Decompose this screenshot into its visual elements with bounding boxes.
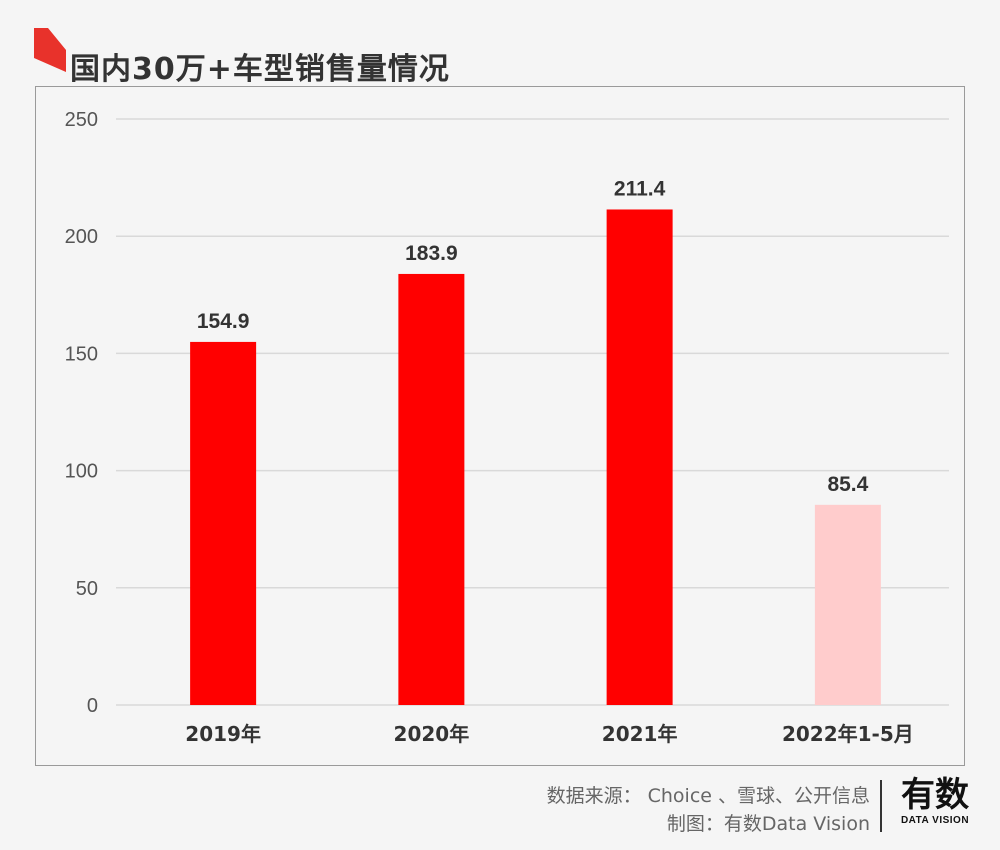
x-tick-label: 2019年 [185, 722, 261, 746]
bar-chart: 0 50 100 150 200 250 154.9 2019年 183.9 2020年 211.4… [65, 109, 949, 746]
y-tick-label: 100 [65, 461, 98, 483]
y-tick-label: 50 [76, 578, 98, 600]
bar [814, 504, 881, 705]
bar [398, 273, 465, 705]
data-label: 85.4 [827, 473, 868, 496]
y-tick-label: 0 [87, 695, 98, 717]
bar [606, 209, 673, 705]
x-tick-label: 2021年 [602, 722, 678, 746]
data-label: 154.9 [197, 310, 250, 333]
data-label: 211.4 [614, 177, 666, 200]
x-tick-label: 2020年 [394, 722, 470, 746]
footer: 数据来源： Choice 、雪球、公开信息 制图：有数Data Vision [547, 782, 870, 838]
data-label: 183.9 [405, 242, 458, 265]
title-accent-icon [34, 28, 66, 72]
maker-note: 制图：有数Data Vision [666, 813, 870, 835]
y-tick-label: 250 [65, 109, 98, 131]
chart-frame: 0 50 100 150 200 250 154.9 2019年 183.9 2020年 211.4… [35, 86, 965, 766]
x-tick-label: 2022年1-5月 [782, 722, 914, 746]
page-title: 国内30万+车型销售量情况 [70, 52, 450, 87]
source-note: 数据来源： Choice 、雪球、公开信息 [546, 785, 870, 807]
y-tick-label: 200 [65, 226, 98, 248]
logo-sub-text: DATA VISION [900, 815, 970, 826]
logo-divider [880, 780, 882, 832]
bar [190, 341, 257, 705]
y-tick-label: 150 [65, 343, 98, 365]
logo-main-text: 有数 [901, 775, 969, 815]
brand-logo: 有数 DATA VISION [890, 776, 980, 828]
